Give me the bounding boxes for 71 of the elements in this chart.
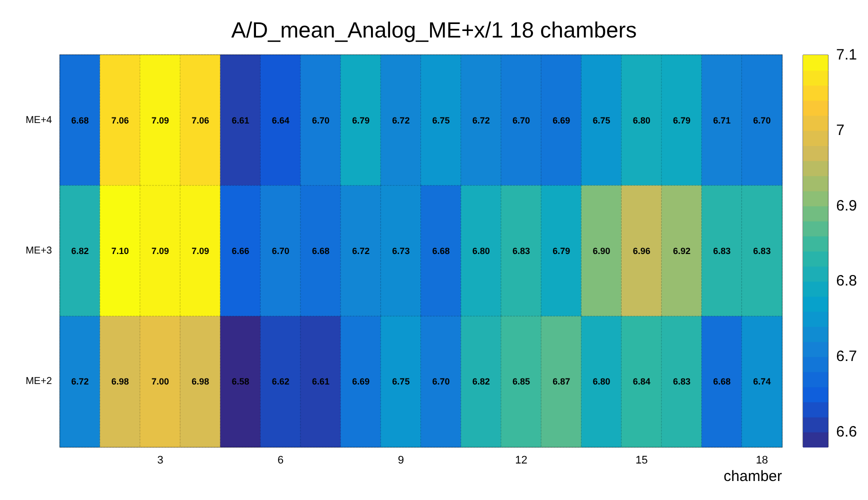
x-axis-title: chamber bbox=[724, 468, 782, 485]
data-label: 6.90 bbox=[592, 246, 610, 256]
color-bar-label: 7.1 bbox=[836, 46, 858, 64]
data-label: 6.72 bbox=[71, 376, 89, 387]
data-label: 7.09 bbox=[192, 246, 210, 256]
data-label: 6.80 bbox=[592, 376, 610, 387]
data-label: 6.98 bbox=[111, 376, 129, 387]
data-label: 6.66 bbox=[232, 246, 250, 256]
data-label: 6.85 bbox=[512, 376, 530, 387]
data-label: 6.69 bbox=[552, 115, 570, 126]
data-label: 7.10 bbox=[111, 246, 129, 256]
chart-title: A/D_mean_Analog_ME+x/1 18 chambers bbox=[231, 18, 637, 42]
data-label: 7.06 bbox=[111, 115, 129, 126]
data-label: 6.75 bbox=[432, 115, 450, 126]
data-label: 6.82 bbox=[71, 246, 89, 256]
data-label: 6.70 bbox=[312, 115, 330, 126]
data-label: 6.61 bbox=[312, 376, 330, 387]
data-label: 7.09 bbox=[152, 246, 170, 256]
data-label: 7.09 bbox=[152, 115, 170, 126]
data-label: 6.72 bbox=[392, 115, 410, 126]
data-label: 6.87 bbox=[552, 376, 570, 387]
x-tick-label: 3 bbox=[157, 454, 164, 466]
data-label: 6.68 bbox=[432, 246, 450, 256]
data-label: 6.69 bbox=[352, 376, 370, 387]
data-label: 6.83 bbox=[672, 376, 690, 387]
x-tick-label: 6 bbox=[278, 454, 284, 466]
data-label: 6.82 bbox=[472, 376, 490, 387]
data-label: 6.84 bbox=[632, 376, 650, 387]
x-tick-label: 18 bbox=[756, 454, 768, 466]
data-label: 6.70 bbox=[512, 115, 530, 126]
y-tick-label: ME+4 bbox=[26, 114, 52, 126]
data-label: 6.62 bbox=[272, 376, 290, 387]
y-tick-label: ME+2 bbox=[26, 376, 52, 388]
data-label: 6.68 bbox=[71, 115, 89, 126]
color-bar-label: 6.8 bbox=[836, 272, 858, 290]
x-tick-label: 12 bbox=[515, 454, 528, 466]
color-bar-label: 6.6 bbox=[836, 423, 858, 440]
data-label: 6.79 bbox=[672, 115, 690, 126]
color-bar-label: 7 bbox=[836, 122, 844, 139]
data-label: 6.71 bbox=[713, 115, 731, 126]
data-label: 6.74 bbox=[753, 376, 771, 387]
data-label: 6.73 bbox=[392, 246, 410, 256]
data-label: 6.68 bbox=[312, 246, 330, 256]
color-bar-label: 6.9 bbox=[836, 197, 858, 214]
data-label: 6.96 bbox=[632, 246, 650, 256]
x-tick-label: 9 bbox=[398, 454, 404, 466]
data-label: 6.70 bbox=[753, 115, 771, 126]
data-label: 6.58 bbox=[232, 376, 250, 387]
data-label: 6.79 bbox=[552, 246, 570, 256]
data-label: 6.80 bbox=[472, 246, 490, 256]
color-bar-label: 6.7 bbox=[836, 348, 858, 366]
data-label: 6.98 bbox=[192, 376, 210, 387]
y-tick-label: ME+3 bbox=[26, 246, 52, 256]
data-label: 6.83 bbox=[713, 246, 731, 256]
data-label: 6.80 bbox=[632, 115, 650, 126]
data-label: 6.72 bbox=[472, 115, 490, 126]
data-label: 6.83 bbox=[512, 246, 530, 256]
data-label: 6.92 bbox=[672, 246, 690, 256]
x-tick-label: 15 bbox=[635, 454, 648, 466]
data-label: 6.79 bbox=[352, 115, 370, 126]
data-label: 6.70 bbox=[272, 246, 290, 256]
data-label: 6.75 bbox=[592, 115, 610, 126]
data-label: 6.83 bbox=[753, 246, 771, 256]
data-label: 6.64 bbox=[272, 115, 290, 126]
data-label: 6.72 bbox=[352, 246, 370, 256]
data-label: 7.00 bbox=[152, 376, 170, 387]
data-label: 6.68 bbox=[713, 376, 731, 387]
data-label: 7.06 bbox=[192, 115, 210, 126]
data-label: 6.75 bbox=[392, 376, 410, 387]
data-label: 6.70 bbox=[432, 376, 450, 387]
data-label: 6.61 bbox=[232, 115, 250, 126]
